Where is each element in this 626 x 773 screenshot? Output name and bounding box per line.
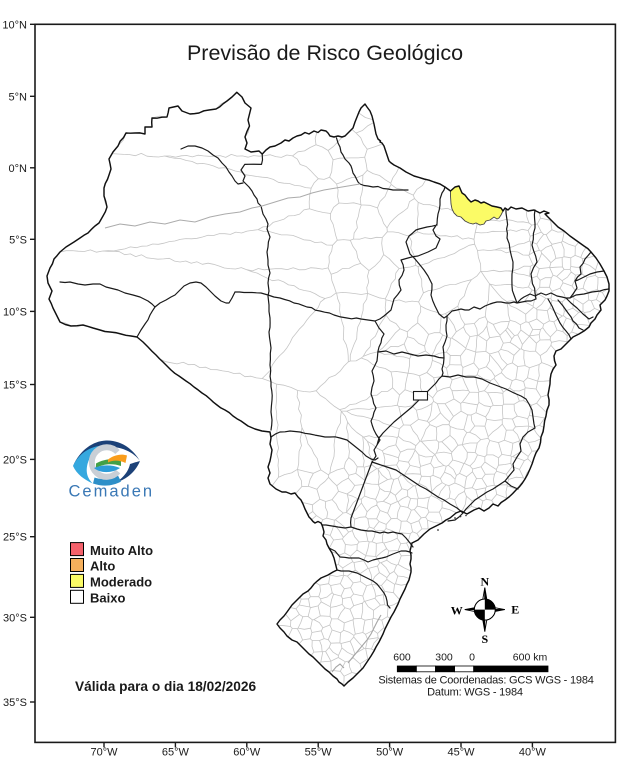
svg-text:Sistemas de Coordenadas: GCS W: Sistemas de Coordenadas: GCS WGS - 1984: [378, 675, 593, 687]
svg-text:65°W: 65°W: [162, 747, 190, 759]
svg-text:35°S: 35°S: [3, 697, 27, 709]
svg-text:300: 300: [435, 652, 453, 664]
svg-text:5°S: 5°S: [9, 234, 27, 246]
svg-text:50°W: 50°W: [376, 747, 404, 759]
svg-text:15°S: 15°S: [3, 380, 27, 392]
svg-text:0°N: 0°N: [9, 163, 28, 175]
svg-text:W: W: [451, 604, 463, 618]
svg-text:Moderado: Moderado: [90, 575, 152, 590]
svg-text:0: 0: [469, 652, 475, 664]
svg-text:E: E: [511, 603, 519, 617]
svg-text:20°S: 20°S: [3, 454, 27, 466]
svg-text:40°W: 40°W: [519, 747, 547, 759]
svg-text:S: S: [481, 632, 488, 646]
svg-text:5°N: 5°N: [9, 91, 28, 103]
svg-text:45°W: 45°W: [447, 747, 475, 759]
svg-text:Baixo: Baixo: [90, 591, 125, 606]
svg-text:Cemaden: Cemaden: [69, 483, 155, 501]
svg-text:Previsão de Risco Geológico: Previsão de Risco Geológico: [187, 41, 463, 65]
svg-text:30°S: 30°S: [3, 612, 27, 624]
svg-text:Alto: Alto: [90, 559, 115, 574]
svg-text:10°N: 10°N: [2, 19, 27, 31]
svg-text:60°W: 60°W: [233, 747, 261, 759]
svg-text:Datum: WGS - 1984: Datum: WGS - 1984: [427, 687, 523, 699]
svg-text:600: 600: [393, 652, 411, 664]
svg-text:70°W: 70°W: [90, 747, 118, 759]
svg-text:600 km: 600 km: [513, 652, 548, 664]
svg-text:55°W: 55°W: [305, 747, 333, 759]
svg-text:25°S: 25°S: [3, 532, 27, 544]
svg-text:Válida para o dia 18/02/2026: Válida para o dia 18/02/2026: [75, 679, 256, 694]
svg-text:10°S: 10°S: [3, 306, 27, 318]
svg-text:Muito Alto: Muito Alto: [90, 543, 153, 558]
svg-text:N: N: [480, 575, 489, 589]
